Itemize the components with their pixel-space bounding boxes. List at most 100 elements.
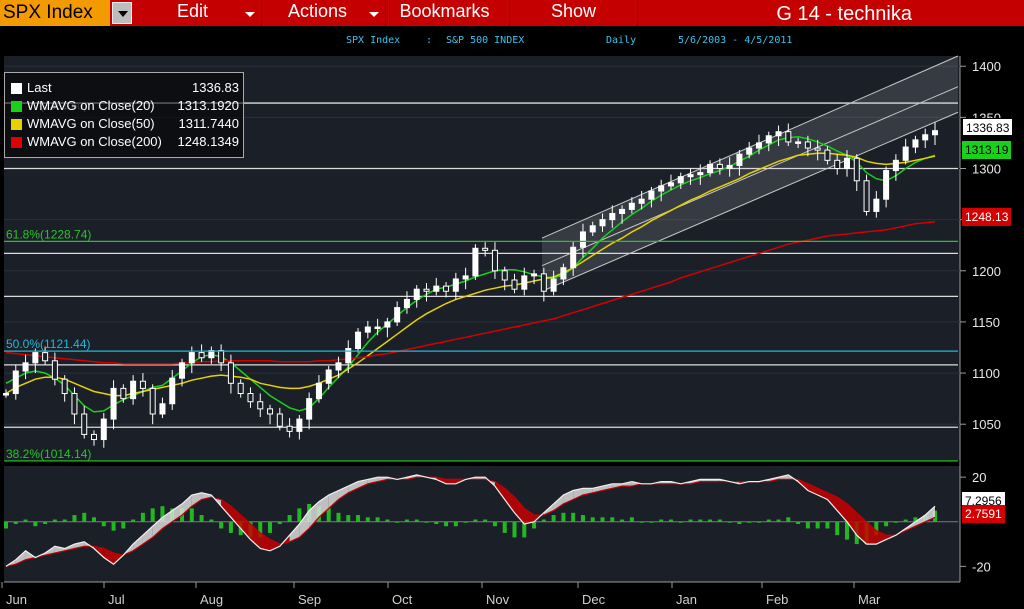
candle-body [521, 275, 528, 290]
histogram-bar [756, 521, 761, 523]
candle-body [3, 393, 9, 396]
menu-actions[interactable]: Actions [262, 0, 386, 26]
candle-body [100, 418, 107, 441]
candle [100, 412, 107, 448]
histogram-bar [111, 521, 116, 531]
candle-body [922, 134, 929, 141]
candle-body [707, 163, 714, 174]
header-security-name: S&P 500 INDEX [446, 35, 525, 46]
candle [550, 270, 557, 296]
candle [697, 164, 704, 185]
trend-channel-lower [541, 111, 959, 292]
candle-body [462, 275, 469, 280]
candle-body [130, 380, 137, 400]
candle [824, 146, 831, 165]
candle-body [247, 393, 254, 403]
ticker-dropdown-button[interactable] [112, 2, 132, 24]
candle [443, 282, 450, 298]
candle-body [746, 147, 753, 155]
histogram-bar [43, 521, 48, 524]
candle-body [315, 382, 322, 400]
histogram-bar [434, 521, 439, 524]
histogram-bar [375, 517, 380, 522]
candle-body [579, 231, 586, 248]
candle-body [912, 139, 919, 148]
candle [433, 277, 440, 296]
oscillator-band [270, 539, 280, 551]
candle [198, 344, 205, 362]
candle-body [873, 198, 880, 212]
histogram-bar [590, 517, 595, 522]
oscillator-band [15, 550, 26, 565]
histogram-bar [502, 521, 507, 533]
candle [834, 154, 841, 175]
candle [413, 285, 420, 308]
histogram-bar [4, 521, 8, 529]
histogram-bar [580, 515, 585, 522]
candle-body [667, 182, 674, 187]
histogram-bar [463, 521, 468, 523]
chart-legend: Last 1336.83 WMAVG on Close(20) 1313.192… [4, 72, 244, 158]
candle [22, 354, 29, 380]
oscillator-band [172, 503, 183, 522]
menu-edit[interactable]: Edit [136, 0, 262, 26]
candle-body [110, 387, 117, 420]
oscillator-band [367, 477, 378, 484]
candle [765, 131, 772, 152]
candle [81, 405, 88, 439]
candle [638, 191, 645, 210]
candle-body [765, 135, 772, 144]
histogram-bar [297, 508, 302, 522]
candle [560, 263, 567, 286]
candle-body [218, 350, 225, 364]
wma20-tag: 1313.19 [962, 141, 1012, 159]
histogram-bar [150, 508, 155, 522]
oscillator-band [250, 524, 261, 549]
histogram-bar [356, 515, 361, 522]
histogram-bar [287, 515, 292, 522]
header-separator: : [426, 35, 433, 46]
candle [540, 267, 547, 302]
histogram-bar [199, 515, 204, 522]
menu-bookmarks[interactable]: Bookmarks [386, 0, 510, 26]
candle-body [433, 285, 440, 292]
histogram-bar [160, 506, 165, 522]
legend-value: 1336.83 [192, 80, 239, 95]
candle [814, 139, 821, 161]
candle [579, 223, 586, 258]
candle-body [531, 273, 538, 277]
candle [883, 166, 890, 208]
candle-body [374, 326, 381, 330]
candle [149, 384, 156, 425]
candle [139, 373, 146, 397]
candle-body [619, 208, 626, 215]
candle-body [824, 149, 831, 161]
candle [394, 301, 401, 327]
histogram-bar [209, 519, 214, 522]
candle-body [257, 401, 264, 410]
candle [247, 387, 254, 408]
wma200-line [5, 220, 936, 365]
candle [227, 354, 234, 394]
candle [785, 123, 792, 147]
candle-body [335, 362, 342, 371]
oscillator-band [573, 488, 583, 500]
histogram-bar [805, 521, 810, 529]
candle [325, 365, 332, 390]
histogram-bar [492, 521, 497, 527]
oscillator-band [142, 526, 153, 545]
histogram-bar [512, 521, 517, 538]
candle [599, 213, 606, 232]
histogram-bar [766, 519, 771, 522]
candle-body [81, 413, 88, 435]
ticker-field[interactable]: SPX Index [0, 0, 110, 26]
menu-show[interactable]: Show [510, 0, 638, 26]
histogram-bar [776, 519, 781, 522]
histogram-bar [444, 521, 449, 527]
oscillator-band [817, 488, 828, 500]
oscillator-band [299, 510, 310, 538]
candle-body [540, 273, 547, 292]
candle-body [795, 141, 802, 144]
histogram-bar [121, 521, 126, 529]
candle-body [198, 352, 205, 359]
